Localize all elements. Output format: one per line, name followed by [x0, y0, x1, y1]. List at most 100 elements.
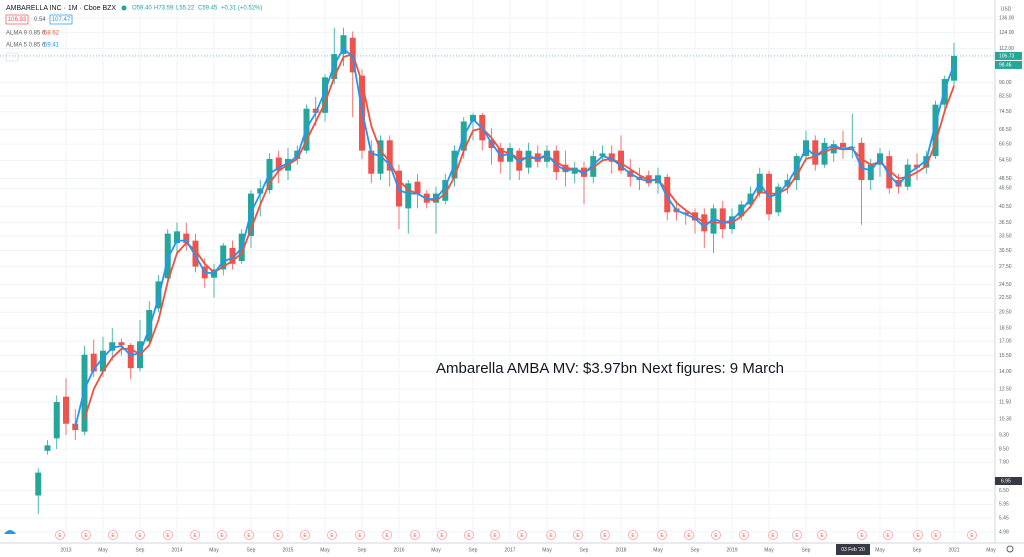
y-tick-label: 5.45 [999, 515, 1009, 521]
y-tick-label: 7.80 [999, 460, 1009, 466]
y-tick-label: 9.30 [999, 432, 1009, 438]
earnings-label: E [603, 533, 607, 539]
y-tick-label: 45.50 [999, 186, 1012, 192]
candle-body [664, 176, 671, 213]
x-tick-label: Sep [802, 547, 811, 553]
earnings-marker [711, 530, 721, 540]
x-tick-label: 2017 [504, 547, 515, 553]
crosshair-price: 6.95 [1001, 478, 1011, 484]
x-tick-label: 2013 [60, 547, 71, 553]
candle-body [53, 402, 60, 439]
candle-body [164, 233, 171, 279]
settings-icon[interactable] [1006, 545, 1014, 553]
candle-body [72, 423, 79, 431]
y-tick-label: 74.50 [999, 109, 1012, 115]
annotation: Ambarella AMBA MV: $3.97bn Next figures:… [436, 360, 784, 377]
plot [35, 27, 957, 514]
earnings-marker [628, 530, 638, 540]
earnings-marker [517, 530, 527, 540]
earnings-marker [739, 530, 749, 540]
y-tick-label: 12.50 [999, 386, 1012, 392]
candle-body [534, 153, 541, 162]
earnings-marker [190, 530, 200, 540]
earnings-marker [163, 530, 173, 540]
candle-body [192, 240, 199, 267]
candle-body [618, 150, 624, 171]
candle-body [220, 245, 227, 270]
earnings-label: E [385, 533, 389, 539]
earnings-label: E [247, 533, 251, 539]
earnings-label: E [742, 533, 746, 539]
grid [0, 0, 995, 543]
candle-body [775, 186, 782, 213]
y-tick-label: 40.50 [999, 204, 1012, 210]
candle-body [951, 55, 957, 81]
y-tick-label: 36.50 [999, 220, 1012, 226]
earnings-marker [546, 530, 556, 540]
ohlc-value: O59.40 [132, 6, 152, 12]
earnings-marker [327, 530, 337, 540]
earnings-label: E [687, 533, 691, 539]
y-tick-label: 17.00 [999, 339, 1012, 345]
candle-body [368, 150, 375, 174]
earnings-marker [490, 530, 500, 540]
earnings-label: E [714, 533, 718, 539]
bid-box[interactable] [5, 14, 29, 25]
candle-body [932, 104, 939, 157]
candle-body [904, 164, 911, 187]
candle-body [571, 167, 578, 174]
earnings-marker [81, 530, 91, 540]
collapse-button[interactable] [5, 52, 19, 62]
crosshair-date-box [836, 544, 870, 555]
y-tick-label: 15.50 [999, 353, 1012, 359]
x-tick-label: Sep [247, 547, 256, 553]
candle-body [127, 344, 134, 369]
earnings-label: E [916, 533, 920, 539]
earnings-marker [437, 530, 447, 540]
earnings-label: E [111, 533, 115, 539]
y-tick-label: 6.50 [999, 488, 1009, 494]
earnings-label: E [660, 533, 664, 539]
x-tick-label: 2018 [615, 547, 626, 553]
earnings-label: E [440, 533, 444, 539]
earnings-label: E [84, 533, 88, 539]
logo [4, 530, 16, 534]
candle-body [599, 153, 606, 157]
earnings-marker [600, 530, 610, 540]
earnings-label: E [358, 533, 362, 539]
alma-line [83, 53, 955, 420]
x-tick-label: Sep [913, 547, 922, 553]
last-price-label: 106.73 [999, 53, 1015, 59]
x-tick-label: May [542, 547, 552, 553]
x-tick-label: Sep [358, 547, 367, 553]
earnings-marker [135, 530, 145, 540]
legend-name: ALMA 5 0.85 6 [6, 43, 46, 49]
alma-price-label: 98.46 [999, 62, 1012, 68]
earnings-marker [410, 530, 420, 540]
earnings-marker [382, 530, 392, 540]
ask-box[interactable] [49, 14, 73, 25]
alma-line [74, 47, 955, 428]
earnings-label: E [138, 533, 142, 539]
earnings-label: E [795, 533, 799, 539]
candle-body [858, 142, 865, 181]
candle-body [340, 35, 347, 55]
candle-body [470, 114, 476, 122]
earnings-marker [857, 530, 867, 540]
earnings-marker [464, 530, 474, 540]
earnings-marker [817, 530, 827, 540]
y-tick-label: 66.50 [999, 127, 1012, 133]
x-tick-label: Sep [691, 547, 700, 553]
y-tick-label: 8.50 [999, 446, 1009, 452]
candle-body [914, 164, 920, 168]
y-tick-label: 18.50 [999, 325, 1012, 331]
candle-body [840, 142, 846, 148]
alma-price-box [995, 60, 1022, 69]
bid: 106.93 [8, 17, 27, 23]
y-tick-label: 124.00 [999, 30, 1015, 36]
earnings-label: E [493, 533, 497, 539]
earnings-marker [792, 530, 802, 540]
y-tick-label: 24.50 [999, 282, 1012, 288]
candle-body [812, 140, 819, 165]
x-tick-label: May [764, 547, 774, 553]
